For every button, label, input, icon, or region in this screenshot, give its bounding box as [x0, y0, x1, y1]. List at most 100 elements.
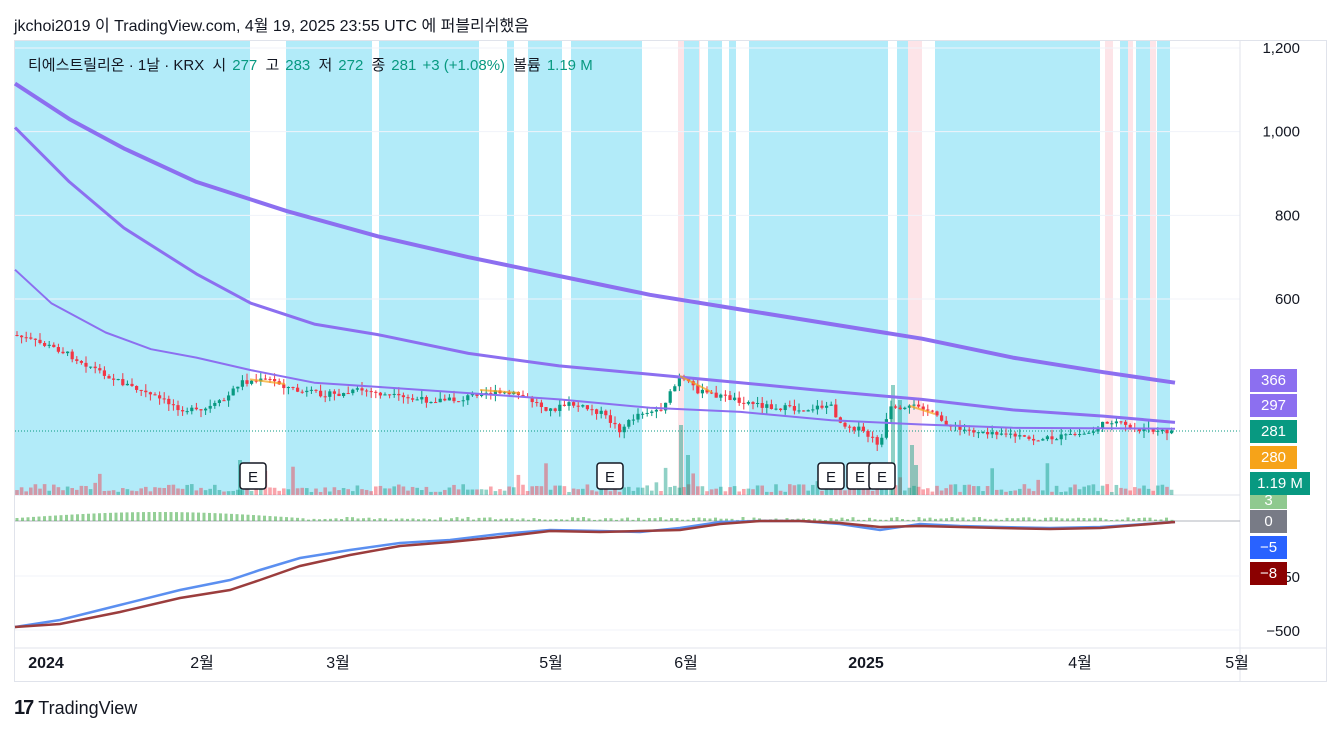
macd-histogram-bar [246, 514, 250, 521]
tradingview-footer[interactable]: 17 TradingView [14, 697, 137, 720]
earnings-marker[interactable]: E [239, 462, 267, 490]
volume-bar [305, 488, 309, 495]
macd-histogram-bar [818, 519, 822, 521]
candle [15, 335, 19, 336]
candle [383, 394, 387, 396]
volume-bar [912, 485, 916, 495]
macd-histogram-bar [450, 518, 453, 521]
volume-bar [102, 490, 107, 495]
volume-bar [884, 488, 889, 495]
candle [857, 426, 861, 431]
candle [360, 388, 364, 391]
blue-zone [1120, 41, 1128, 495]
volume-bar [291, 466, 295, 495]
volume-bar [746, 488, 751, 495]
blue-zone [571, 41, 642, 495]
volume-bar [456, 489, 461, 495]
grid-lines [15, 41, 1241, 682]
volume-bar [792, 485, 797, 495]
macd-histogram-bar [483, 517, 486, 521]
indicator-tick-label: −500 [1266, 623, 1300, 640]
candle [20, 335, 24, 338]
volume-bar [153, 487, 157, 495]
macd-histogram-bar [257, 515, 261, 521]
macd-histogram-bar [1011, 518, 1014, 521]
candle [668, 391, 672, 403]
volume-bar [581, 488, 585, 495]
candle [585, 405, 589, 410]
close-value: 281 [391, 57, 417, 74]
macd-histogram-bar [472, 519, 475, 521]
macd-histogram-bar [1060, 518, 1064, 521]
macd-histogram-bar [1104, 519, 1108, 521]
candle [1096, 428, 1100, 432]
macd-histogram-bar [648, 518, 651, 521]
candle [493, 390, 497, 395]
candle [1032, 438, 1036, 441]
volume-bar [1091, 484, 1096, 495]
candle [843, 422, 847, 427]
macd-histogram-bar [334, 518, 338, 521]
volume-bar [898, 477, 902, 495]
macd-histogram-bar [983, 518, 987, 521]
volume-bar [70, 488, 74, 495]
candle [346, 393, 350, 395]
candle [866, 431, 870, 437]
volume-bar [691, 473, 695, 495]
candle [254, 380, 258, 382]
symbol-name[interactable]: 티에스트릴리온 · 1날 · KRX [28, 57, 205, 74]
volume-bar [98, 473, 102, 495]
candle [935, 411, 939, 416]
volume-bar [1151, 490, 1155, 495]
candle [944, 420, 948, 426]
volume-bar [213, 484, 217, 495]
macd-histogram-bar [582, 517, 585, 521]
candle [61, 351, 65, 354]
volume-bar [857, 485, 861, 495]
volume-bar [525, 491, 530, 495]
earnings-marker[interactable]: E [868, 462, 896, 490]
candle [480, 395, 484, 397]
volume-bar [990, 468, 994, 495]
macd-histogram-bar [98, 513, 101, 521]
volume-bar [1013, 490, 1017, 495]
volume-bar [723, 491, 728, 495]
volume-bar [861, 484, 866, 495]
candle [98, 368, 102, 371]
indicator-tag: 0 [1250, 510, 1287, 533]
volume-bar [590, 490, 594, 495]
macd-histogram-bar [527, 519, 530, 521]
macd-histogram-bar [604, 518, 607, 521]
blue-zone [15, 41, 250, 495]
blue-zone [749, 41, 888, 495]
macd-histogram-bar [488, 517, 492, 521]
symbol-legend: 티에스트릴리온 · 1날 · KRX 시 277 고 283 저 272 종 281 +… [28, 54, 593, 75]
orange-ma-segment [249, 378, 286, 385]
earnings-marker[interactable]: E [596, 462, 624, 490]
macd-histogram-bar [884, 519, 888, 521]
volume-bar [824, 488, 829, 495]
candle [875, 437, 879, 445]
macd-histogram-bar [725, 518, 728, 521]
earnings-marker[interactable]: E [817, 462, 845, 490]
volume-bar [732, 486, 737, 495]
candle [378, 392, 382, 396]
volume-bar [774, 484, 778, 495]
macd-histogram-bar [1016, 518, 1020, 521]
candle [369, 391, 373, 393]
volume-bar [226, 491, 231, 495]
volume-bar [461, 484, 465, 495]
macd-histogram-bar [719, 518, 723, 521]
macd-histogram-bar [950, 517, 954, 521]
macd-histogram-bar [653, 518, 657, 521]
volume-bar [939, 490, 944, 495]
volume-bar [1096, 491, 1100, 495]
candle [1105, 421, 1109, 424]
volume-bar [1100, 485, 1105, 495]
candle [222, 400, 226, 402]
macd-histogram-bar [593, 519, 596, 521]
candle [1137, 428, 1141, 432]
macd-histogram-bar [978, 517, 981, 521]
macd-histogram-bar [521, 518, 525, 521]
